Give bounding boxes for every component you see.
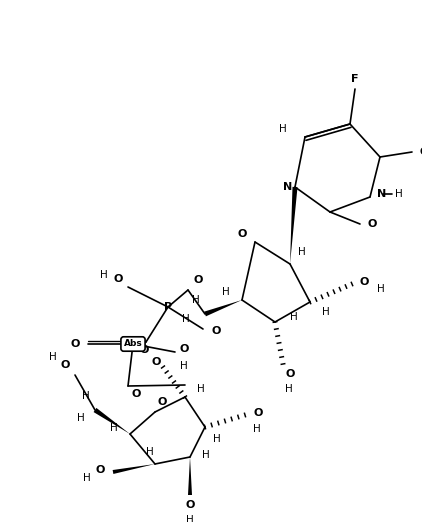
Text: H: H — [110, 423, 118, 433]
Polygon shape — [113, 464, 155, 474]
Text: O: O — [253, 408, 262, 418]
Text: P: P — [164, 302, 172, 312]
Polygon shape — [290, 187, 298, 264]
Text: O: O — [70, 339, 80, 349]
Text: N: N — [377, 189, 386, 199]
Text: O: O — [185, 500, 195, 510]
Text: H: H — [197, 384, 205, 394]
Text: O: O — [151, 357, 161, 367]
Text: H: H — [146, 447, 154, 457]
Text: H: H — [285, 384, 293, 394]
Text: H: H — [77, 413, 85, 423]
Text: H: H — [298, 247, 306, 257]
Text: O: O — [131, 389, 141, 399]
Text: O: O — [211, 326, 220, 336]
Polygon shape — [94, 408, 130, 434]
Text: O: O — [157, 397, 166, 407]
Text: H: H — [253, 424, 261, 434]
Text: H: H — [192, 295, 200, 305]
Text: N: N — [284, 182, 292, 192]
Text: H: H — [322, 307, 330, 317]
Text: H: H — [83, 473, 91, 483]
Polygon shape — [188, 457, 192, 495]
Text: O: O — [368, 219, 377, 229]
Text: F: F — [351, 74, 359, 84]
Text: O: O — [139, 345, 149, 355]
Text: H: H — [202, 450, 210, 460]
Text: O: O — [114, 274, 123, 284]
Text: O: O — [238, 229, 247, 239]
Text: O: O — [61, 360, 70, 370]
Text: H: H — [290, 312, 298, 322]
Text: H: H — [279, 124, 287, 134]
Text: O: O — [180, 344, 189, 354]
Text: H: H — [186, 515, 194, 522]
Text: H: H — [222, 287, 230, 297]
Text: O: O — [96, 465, 105, 475]
Text: H: H — [213, 434, 221, 444]
Text: H: H — [182, 314, 190, 324]
Text: H: H — [82, 391, 90, 401]
Polygon shape — [204, 300, 242, 316]
Text: H: H — [180, 361, 188, 371]
Text: H: H — [395, 189, 403, 199]
Text: O: O — [420, 147, 422, 157]
Text: O: O — [193, 275, 203, 285]
Text: H: H — [100, 270, 108, 280]
Text: Abs: Abs — [124, 339, 142, 349]
Text: O: O — [285, 369, 295, 379]
Text: H: H — [49, 352, 57, 362]
Text: H: H — [377, 284, 385, 294]
Text: O: O — [360, 277, 369, 287]
